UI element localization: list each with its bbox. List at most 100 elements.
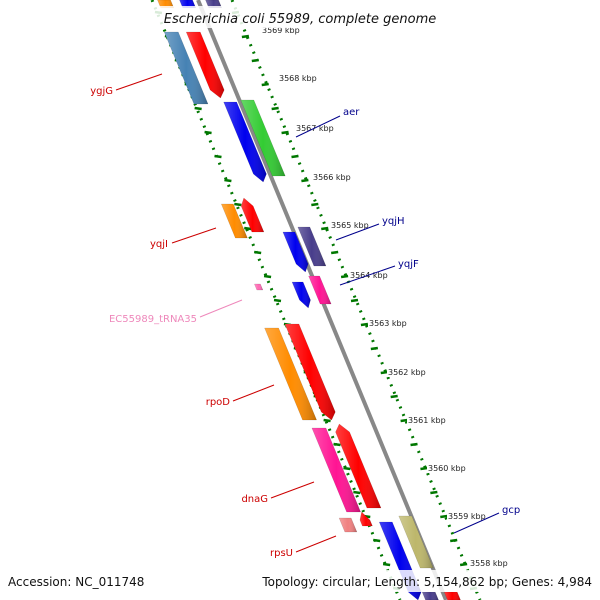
gene-label-connector [453,512,500,534]
tick-label: 3561 kbp [408,416,446,425]
tick-label: 3565 kbp [331,221,369,230]
tick-label-backdrop [427,464,463,473]
border-tick [251,58,259,63]
gene-feature-shading [359,512,373,526]
gene-label: dnaG [241,494,268,505]
gene-feature-shading [398,516,434,568]
gene-feature-shading [223,102,267,182]
border-tick [194,106,202,111]
border-tick [301,178,309,183]
border-tick [333,442,341,447]
gene-label: EC55989_tRNA35 [109,314,197,325]
border-tick [214,154,222,159]
border-tick [253,250,262,255]
border-tick [430,490,438,495]
gene-label: yqjF [398,259,419,270]
gene-feature-shading [444,592,461,600]
border-tick [380,370,388,375]
gene-label: gcp [502,505,520,516]
border-tick [224,178,232,183]
gene-feature-shading [284,324,336,420]
border-tick [450,538,458,543]
gene-label-connector [270,481,315,499]
gene-label-connector [295,535,337,553]
border-tick [459,562,468,567]
border-tick [234,202,242,207]
tick-marks [154,10,478,591]
tick-label-backdrop [312,173,348,182]
gene-label: rpoD [206,397,231,408]
gene-label: ygjG [90,86,113,97]
border-tick [390,394,398,399]
tick-label: 3563 kbp [369,319,407,328]
tick-label: 3569 kbp [262,26,300,35]
tick-label: 3562 kbp [388,368,426,377]
tick-label-backdrop [387,368,423,377]
gene-label-connector [199,299,243,318]
gene-features [157,0,461,600]
border-tick [311,202,319,207]
border-tick [323,418,331,423]
gene-label: yqjI [150,239,168,250]
border-tick [261,82,269,87]
border-tick [370,346,379,351]
footer-backdrop [0,570,600,592]
gene-label-connector [171,227,217,244]
gene-feature-shading [241,198,264,232]
tick-label-backdrop [407,416,443,425]
gene-label-connector [295,115,341,138]
tick-label-backdrop [330,221,366,230]
border-tick [321,226,329,231]
accession-label: Accession: NC_011748 [8,575,144,589]
border-tick [330,250,339,255]
border-tick [244,226,252,231]
border-tick [420,466,428,471]
gene-feature-shading [339,518,357,532]
tick-label-backdrop [447,512,483,521]
border-tick [400,418,408,423]
border-tick [263,274,272,279]
gene-label: aer [343,107,360,118]
border-tick [373,538,381,543]
tick-label: 3559 kbp [448,512,486,521]
tick-label-backdrop [368,319,404,328]
border-tick [360,322,369,327]
border-tick [271,106,279,111]
gene-feature-shading [292,282,311,308]
border-tick [204,130,212,135]
gene-feature-shading [240,100,286,176]
border-tick [410,442,418,447]
gene-feature-shading [297,227,326,266]
tick-label: 3558 kbp [470,559,508,568]
map-title: Escherichia coli 55989, complete genome [164,12,436,27]
border-tick [273,298,282,303]
gene-label: yqjH [382,216,405,227]
gene-feature-shading [422,592,439,600]
gene-feature-shading [335,424,381,508]
tick-label-backdrop [278,74,314,83]
border-tick [281,130,289,135]
gene-feature-shading [254,284,263,290]
tick-label-backdrop [469,559,505,568]
gene-label-connector [115,73,163,91]
tick-label: 3560 kbp [428,464,466,473]
tick-label-backdrop [261,26,297,35]
title-backdrop [150,6,450,28]
border-tick [291,154,299,159]
border-tick [350,298,359,303]
gene-feature-shading [282,232,309,272]
gene-feature-shading [308,276,332,304]
gene-feature-shading [164,32,208,104]
border-tick [340,274,349,279]
tick-label: 3566 kbp [313,173,351,182]
gene-feature-shading [221,204,248,238]
gene-label-connector [232,384,275,402]
gene-feature-shading [264,328,317,420]
border-tick [440,514,448,519]
border-tick [343,466,351,471]
border-tick [353,490,361,495]
tick-label: 3568 kbp [279,74,317,83]
gene-feature-shading [311,428,361,512]
border-tick [382,562,391,567]
